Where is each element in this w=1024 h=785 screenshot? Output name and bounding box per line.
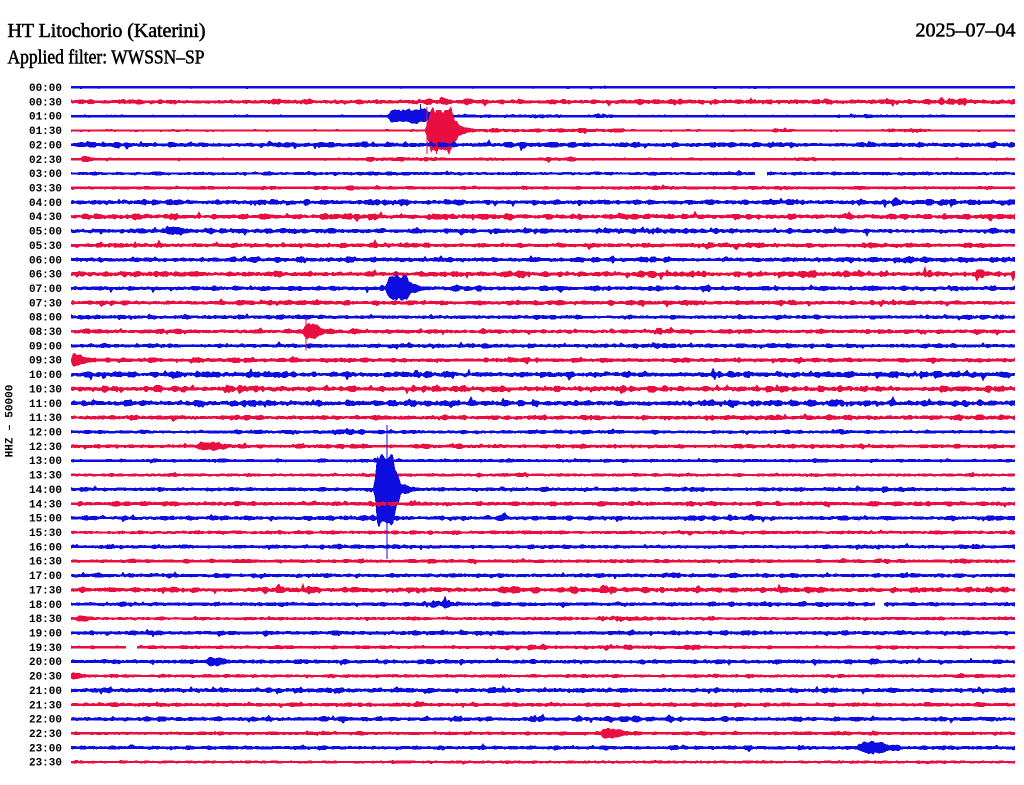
svg-text:15:30: 15:30 [29,528,62,540]
svg-text:09:30: 09:30 [29,356,62,368]
svg-text:07:00: 07:00 [29,284,62,296]
svg-text:11:30: 11:30 [29,413,62,425]
svg-text:20:00: 20:00 [29,657,62,669]
svg-text:04:30: 04:30 [29,212,62,224]
svg-text:09:00: 09:00 [29,341,62,353]
svg-text:05:00: 05:00 [29,227,62,239]
svg-text:06:00: 06:00 [29,255,62,267]
svg-text:08:00: 08:00 [29,313,62,325]
svg-text:08:30: 08:30 [29,327,62,339]
svg-text:16:00: 16:00 [29,542,62,554]
svg-text:03:00: 03:00 [29,169,62,181]
svg-text:12:00: 12:00 [29,428,62,440]
svg-text:15:00: 15:00 [29,514,62,526]
svg-text:Applied filter: WWSSN–SP: Applied filter: WWSSN–SP [8,48,205,69]
svg-text:03:30: 03:30 [29,184,62,196]
svg-text:14:30: 14:30 [29,499,62,511]
svg-text:19:30: 19:30 [29,643,62,655]
svg-text:02:30: 02:30 [29,155,62,167]
svg-text:21:30: 21:30 [29,700,62,712]
svg-text:16:30: 16:30 [29,557,62,569]
svg-text:04:00: 04:00 [29,198,62,210]
svg-text:23:30: 23:30 [29,758,62,770]
svg-text:01:30: 01:30 [29,126,62,138]
svg-text:12:30: 12:30 [29,442,62,454]
svg-text:23:00: 23:00 [29,743,62,755]
svg-text:18:00: 18:00 [29,600,62,612]
svg-text:21:00: 21:00 [29,686,62,698]
svg-text:20:30: 20:30 [29,672,62,684]
svg-text:14:00: 14:00 [29,485,62,497]
svg-text:2025–07–04: 2025–07–04 [916,20,1016,42]
svg-text:18:30: 18:30 [29,614,62,626]
svg-text:10:30: 10:30 [29,385,62,397]
svg-text:13:30: 13:30 [29,471,62,483]
svg-text:02:00: 02:00 [29,140,62,152]
svg-text:13:00: 13:00 [29,456,62,468]
svg-text:19:00: 19:00 [29,629,62,641]
svg-text:01:00: 01:00 [29,112,62,124]
svg-text:22:00: 22:00 [29,715,62,727]
svg-text:11:00: 11:00 [29,399,62,411]
svg-text:HT Litochorio (Katerini): HT Litochorio (Katerini) [8,20,206,42]
svg-text:00:30: 00:30 [29,97,62,109]
svg-text:17:30: 17:30 [29,585,62,597]
svg-text:HHZ – 50000: HHZ – 50000 [5,385,17,458]
svg-text:10:00: 10:00 [29,370,62,382]
svg-text:07:30: 07:30 [29,298,62,310]
svg-text:06:30: 06:30 [29,270,62,282]
svg-text:17:00: 17:00 [29,571,62,583]
svg-text:00:00: 00:00 [29,83,62,95]
svg-text:22:30: 22:30 [29,729,62,741]
svg-text:05:30: 05:30 [29,241,62,253]
